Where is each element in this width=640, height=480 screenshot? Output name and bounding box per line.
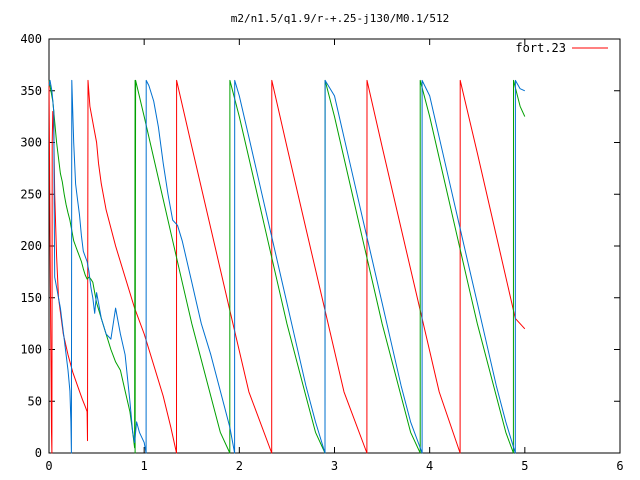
y-tick-label: 350 [20, 84, 42, 98]
y-tick-label: 400 [20, 32, 42, 46]
y-tick-label: 150 [20, 291, 42, 305]
series-line-1 [48, 79, 526, 454]
x-tick-label: 6 [616, 459, 623, 473]
x-tick-label: 5 [521, 459, 528, 473]
series-line-2 [48, 79, 526, 454]
y-tick-label: 50 [28, 394, 42, 408]
legend: fort.23 [515, 41, 608, 55]
y-tick-label: 100 [20, 343, 42, 357]
y-tick-label: 300 [20, 136, 42, 150]
x-tick-label: 0 [45, 459, 52, 473]
x-tick-label: 4 [426, 459, 433, 473]
y-tick-label: 250 [20, 187, 42, 201]
x-tick-label: 2 [236, 459, 243, 473]
y-tick-label: 200 [20, 239, 42, 253]
series-line-0 [48, 79, 526, 454]
x-tick-label: 1 [141, 459, 148, 473]
x-tick-label: 3 [331, 459, 338, 473]
series-layer [48, 79, 526, 454]
axis-ticks: 0 1 2 3 4 5 6 0 50 100 150 200 250 300 350 400 [20, 32, 623, 473]
chart-title: m2/n1.5/q1.9/r-+.25-j130/M0.1/512 [231, 12, 450, 25]
legend-label-fort-23: fort.23 [515, 41, 566, 55]
y-tick-label: 0 [35, 446, 42, 460]
